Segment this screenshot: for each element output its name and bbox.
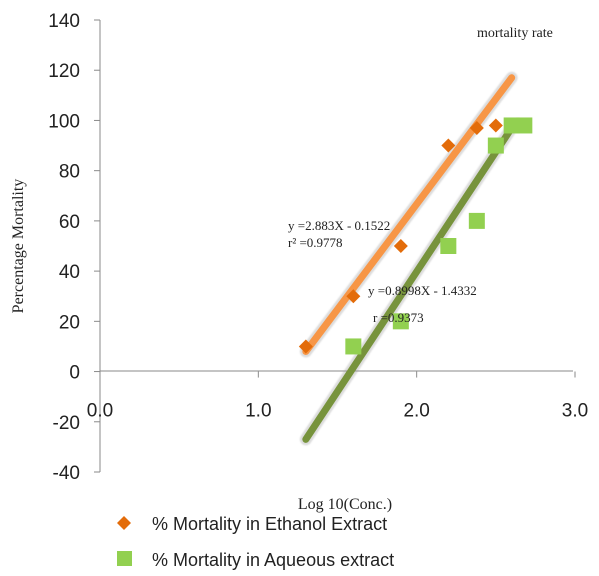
legend-label-ethanol: % Mortality in Ethanol Extract — [152, 514, 387, 534]
legend-square-icon — [117, 551, 132, 566]
ethanol-point — [393, 239, 408, 253]
x-tick-label: 3.0 — [562, 401, 588, 422]
y-tick-label: 140 — [48, 11, 80, 32]
ethanol-point — [298, 339, 313, 354]
x-tick-label: 0.0 — [87, 401, 113, 422]
y-tick-label: 40 — [59, 262, 80, 283]
x-axis-title: Log 10(Conc.) — [298, 496, 392, 513]
annotation-aqueous: y =0.8998X - 1.4332 r =0.9373 — [368, 283, 477, 325]
ethanol-point — [346, 289, 361, 304]
legend-label-aqueous: % Mortality in Aqueous extract — [152, 550, 394, 570]
x-tick-label: 2.0 — [403, 401, 429, 422]
y-tick-label: -20 — [53, 413, 80, 434]
y-tick-label: 80 — [59, 162, 80, 183]
aqueous-equation: y =0.8998X - 1.4332 — [368, 283, 477, 298]
x-tick-label: 1.0 — [245, 401, 271, 422]
aqueous-r: r =0.9373 — [373, 310, 424, 325]
y-axis-title: Percentage Mortality — [10, 179, 27, 314]
y-axis-ticks: 140 120 100 80 60 40 20 0 -20 -40 — [48, 11, 100, 484]
trendlines — [299, 71, 518, 446]
ethanol-point — [441, 138, 456, 153]
aqueous-point — [503, 117, 520, 134]
y-tick-label: -40 — [53, 463, 80, 484]
y-tick-label: 120 — [48, 61, 80, 82]
ethanol-point — [469, 120, 484, 135]
chart-title: mortality rate — [477, 26, 553, 41]
aqueous-point — [440, 238, 457, 254]
legend-item-aqueous: % Mortality in Aqueous extract — [117, 550, 394, 570]
y-tick-label: 100 — [48, 111, 80, 132]
legend-diamond-icon — [117, 516, 131, 530]
y-tick-label: 0 — [69, 363, 80, 384]
ethanol-equation: y =2.883X - 0.1522 — [288, 218, 390, 233]
ethanol-r-squared: r² =0.9778 — [288, 235, 343, 250]
aqueous-point — [345, 338, 362, 355]
aqueous-point — [516, 117, 533, 134]
aqueous-point — [392, 313, 409, 330]
y-tick-label: 60 — [59, 212, 80, 233]
aqueous-point — [487, 137, 504, 154]
ethanol-point — [488, 118, 503, 133]
trendline-1 — [302, 124, 516, 443]
legend: % Mortality in Ethanol Extract % Mortali… — [117, 514, 394, 570]
x-axis-ticks: 0.0 1.0 2.0 3.0 — [87, 371, 588, 422]
y-tick-label: 20 — [59, 312, 80, 333]
aqueous-point — [468, 212, 485, 229]
legend-item-ethanol: % Mortality in Ethanol Extract — [117, 514, 387, 534]
annotation-ethanol: y =2.883X - 0.1522 r² =0.9778 — [288, 218, 390, 250]
data-markers — [298, 117, 533, 355]
